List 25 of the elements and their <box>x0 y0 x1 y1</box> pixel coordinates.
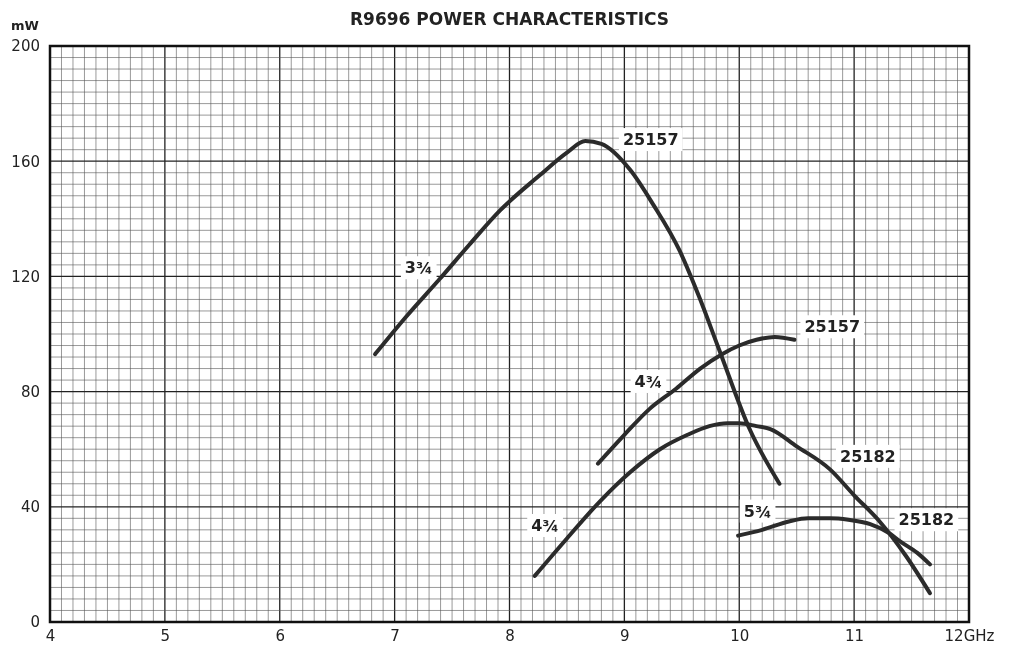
x-tick-label: 6 <box>275 626 286 645</box>
y-tick-label: 200 <box>11 37 40 56</box>
x-tick-label: 8 <box>505 626 515 645</box>
annotation: 25157 <box>622 130 679 150</box>
x-tick-label: 9 <box>620 626 630 645</box>
y-tick-label: 160 <box>11 152 40 171</box>
annotation: 25157 <box>804 317 861 337</box>
y-tick-label: 80 <box>20 382 40 401</box>
annotation: 3¾ <box>404 258 433 278</box>
x-tick-label: 5 <box>160 626 171 645</box>
y-tick-label: 0 <box>30 613 40 632</box>
x-tick-label: 7 <box>390 626 400 645</box>
annotation: 4¾ <box>531 515 559 535</box>
annotation: 4¾ <box>634 371 663 391</box>
x-tick-label: 4 <box>45 626 56 645</box>
y-axis-title: mW <box>11 18 39 33</box>
x-tick-label: 12GHz <box>944 626 995 645</box>
annotation: 5¾ <box>743 501 772 521</box>
annotation: 25182 <box>898 510 955 530</box>
x-tick-label: 10 <box>730 626 750 645</box>
y-tick-label: 40 <box>20 498 40 517</box>
annotation: 25182 <box>840 446 896 466</box>
x-tick-label: 11 <box>845 626 865 645</box>
chart-title: R9696 POWER CHARACTERISTICS <box>349 9 670 29</box>
y-tick-label: 120 <box>11 267 40 286</box>
